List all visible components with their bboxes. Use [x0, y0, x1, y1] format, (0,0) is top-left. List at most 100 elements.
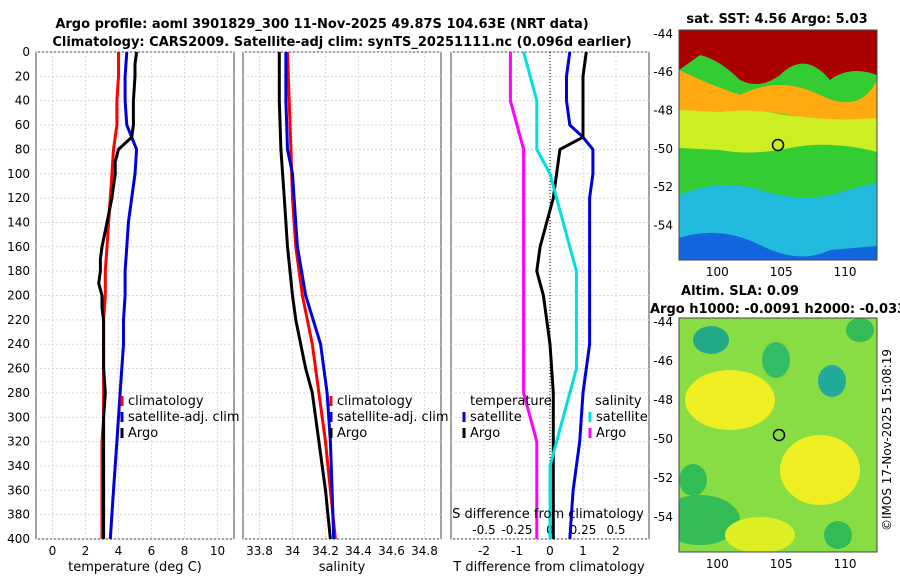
series-line-s-argo — [508, 52, 539, 539]
lon-tick-label: 105 — [770, 557, 793, 571]
sla-eddy — [762, 342, 790, 378]
salinity-panel: 33.8 34 34.2 34.4 34.6 34.8 salinity climatol… — [242, 51, 449, 575]
salinity-lines — [277, 51, 337, 540]
legend-satellite-label: satellite-adj. clim — [128, 410, 240, 425]
legend-climatology-label: climatology — [337, 394, 413, 409]
x-tick-label: 2 — [612, 544, 620, 558]
x-tick-label: 10 — [210, 544, 225, 558]
lat-tick-label: -54 — [653, 510, 673, 524]
legend-salinity-title: salinity — [595, 394, 642, 409]
lon-tick-label: 110 — [834, 557, 857, 571]
sla-anomaly-green — [679, 495, 740, 545]
sst-lon-tick-labels: 100 105 110 — [706, 265, 857, 279]
y-tick-label: 240 — [7, 337, 30, 351]
series-line-satellite-adj-clim — [108, 51, 139, 540]
y-tick-label: 20 — [15, 69, 30, 83]
lat-tick-label: -48 — [653, 393, 673, 407]
y-tick-label: 0 — [22, 45, 30, 59]
difference-grid — [451, 51, 649, 540]
legend-argo-label: Argo — [128, 426, 158, 441]
legend-s-satellite-label: satellite — [596, 410, 648, 425]
y-tick-label: 200 — [7, 289, 30, 303]
sla-anomaly-yellow — [780, 435, 860, 505]
y-tick-label: 80 — [15, 142, 30, 156]
s-difference-axis-label: S difference from climatology — [452, 507, 644, 522]
legend-s-argo-label: Argo — [596, 426, 626, 441]
x-tick-label: 34.8 — [411, 544, 438, 558]
s-tick-label: 0.25 — [570, 523, 597, 537]
y-tick-label: 360 — [7, 483, 30, 497]
sla-eddy — [818, 365, 846, 397]
y-tick-label: 220 — [7, 313, 30, 327]
y-tick-label: 300 — [7, 410, 30, 424]
sst-band-orange — [679, 70, 877, 120]
temperature-panel: 0204060801001201401601802002202402602803… — [7, 45, 240, 575]
y-tick-label: 180 — [7, 264, 30, 278]
figure-title-line1: Argo profile: aoml 3901829_300 11-Nov-20… — [55, 17, 588, 32]
y-tick-label: 380 — [7, 508, 30, 522]
series-line-t-satellite — [565, 51, 595, 540]
sla-anomaly-yellow — [725, 517, 795, 552]
x-tick-label: 34 — [285, 544, 300, 558]
y-tick-label: 100 — [7, 167, 30, 181]
legend-temperature-title: temperature — [470, 394, 552, 409]
salinity-xlabel: salinity — [319, 560, 366, 575]
lat-tick-label: -48 — [653, 104, 673, 118]
sst-band-warm — [679, 30, 877, 84]
legend-t-argo-label: Argo — [470, 426, 500, 441]
sst-lat-tick-labels: -44 -46 -48 -50 -52 -54 — [653, 27, 673, 233]
sla-map-frame — [678, 317, 878, 553]
difference-legend: temperature satellite Argo salinity sate… — [462, 394, 648, 441]
series-line-satellite-adj-clim — [284, 52, 336, 540]
x-tick-label: 8 — [181, 544, 189, 558]
salinity-tick-labels: 33.8 34 34.2 34.4 34.6 34.8 — [246, 544, 438, 558]
x-tick-label: 34.4 — [345, 544, 372, 558]
depth-tick-labels: 0 20 40 60 80 100 120 140 160 180 200 220 240 260 280 3… — [7, 45, 30, 546]
temperature-tick-labels: 0 2 4 6 8 10 — [49, 544, 225, 558]
x-tick-label: 2 — [82, 544, 90, 558]
legend-climatology-label: climatology — [128, 394, 204, 409]
y-tick-label: 280 — [7, 386, 30, 400]
y-tick-label: 160 — [7, 240, 30, 254]
y-tick-label: 60 — [15, 118, 30, 132]
sla-field — [679, 318, 877, 552]
x-tick-label: 4 — [115, 544, 123, 558]
salinity-legend: climatology satellite-adj. clim Argo — [329, 394, 449, 441]
x-tick-label: 34.6 — [378, 544, 405, 558]
sst-argo-position-marker — [771, 138, 785, 152]
series-line-climatology — [286, 51, 337, 540]
x-tick-label: 0 — [49, 544, 57, 558]
temperature-lines — [97, 51, 139, 540]
sla-eddy — [693, 326, 729, 354]
difference-lines — [508, 51, 595, 540]
sst-map: sat. SST: 4.56 Argo: 5.03 -44 -46 -48 -50 -5… — [653, 12, 878, 279]
sst-map-frame — [678, 29, 878, 261]
lat-tick-label: -50 — [653, 432, 673, 446]
temperature-xlabel: temperature (deg C) — [68, 560, 202, 575]
lon-tick-label: 105 — [770, 265, 793, 279]
legend-argo-label: Argo — [337, 426, 367, 441]
sla-map: Altim. SLA: 0.09 Argo h1000: -0.0091 h20… — [650, 284, 900, 571]
lat-tick-label: -54 — [653, 219, 673, 233]
x-tick-label: 1 — [579, 544, 587, 558]
lat-tick-label: -52 — [653, 471, 673, 485]
series-line-t-argo — [535, 51, 588, 539]
legend-satellite-label: satellite-adj. clim — [337, 410, 449, 425]
sla-eddy — [824, 521, 852, 549]
temperature-grid — [36, 51, 234, 540]
t-difference-tick-labels: -2 -1 0 1 2 — [478, 544, 620, 558]
sla-map-title-line1: Altim. SLA: 0.09 — [681, 284, 799, 299]
x-tick-label: 34.2 — [312, 544, 339, 558]
s-tick-label: 0.5 — [606, 523, 625, 537]
y-tick-label: 120 — [7, 191, 30, 205]
x-tick-label: -2 — [478, 544, 490, 558]
x-tick-label: -1 — [511, 544, 523, 558]
lat-tick-label: -50 — [653, 142, 673, 156]
lat-tick-label: -44 — [653, 27, 673, 41]
sla-argo-position-marker — [772, 428, 786, 442]
sla-lon-tick-labels: 100 105 110 — [706, 557, 857, 571]
series-line-argo — [277, 52, 332, 540]
lat-tick-label: -46 — [653, 65, 673, 79]
s-tick-label: -0.25 — [501, 523, 532, 537]
